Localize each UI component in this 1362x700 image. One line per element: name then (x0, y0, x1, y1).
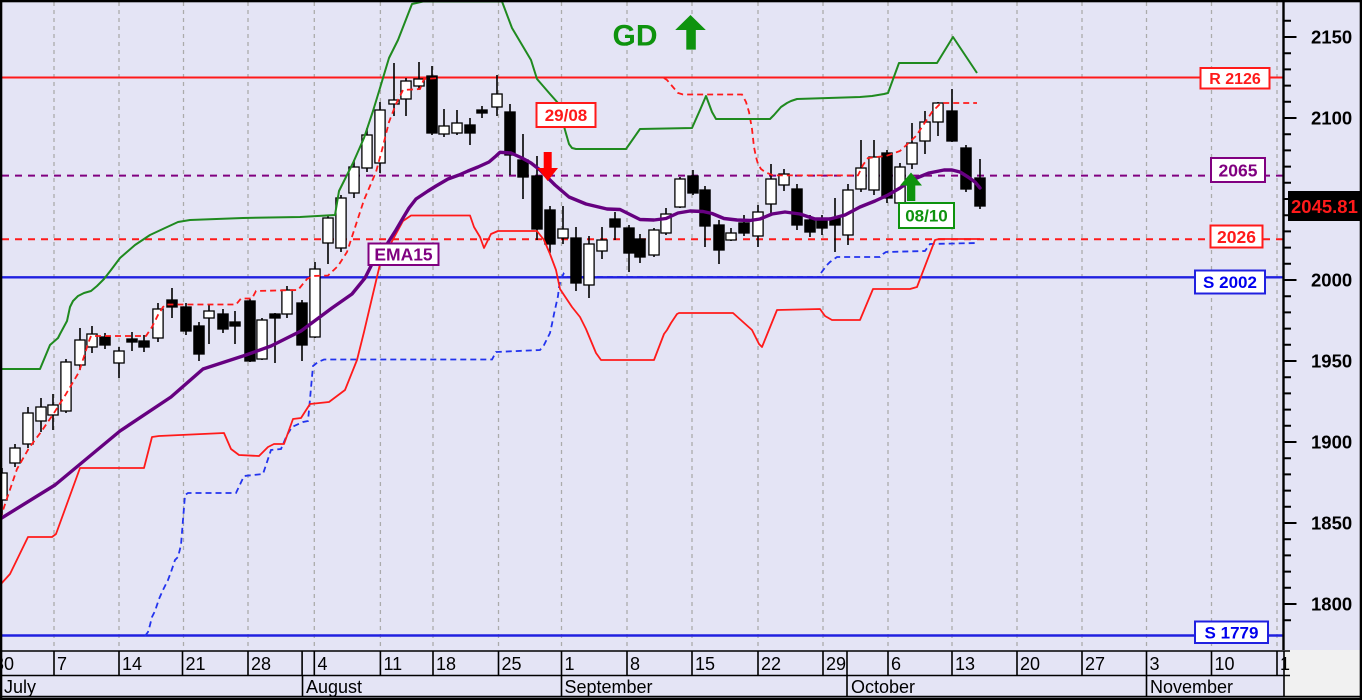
svg-text:2045.81: 2045.81 (1291, 196, 1358, 217)
svg-text:30: 30 (0, 654, 14, 674)
svg-text:22: 22 (761, 654, 781, 674)
svg-text:S 2002: S 2002 (1203, 273, 1257, 292)
svg-text:October: October (851, 677, 915, 697)
svg-text:1900: 1900 (1311, 432, 1352, 453)
svg-text:EMA15: EMA15 (374, 245, 433, 265)
svg-text:21: 21 (186, 654, 206, 674)
svg-text:2065: 2065 (1219, 160, 1258, 180)
svg-text:28: 28 (251, 654, 271, 674)
svg-text:1800: 1800 (1311, 594, 1352, 615)
svg-text:August: August (306, 677, 362, 697)
svg-text:10: 10 (1215, 654, 1235, 674)
svg-text:R 2126: R 2126 (1209, 71, 1261, 88)
svg-text:18: 18 (436, 654, 456, 674)
svg-text:6: 6 (891, 654, 901, 674)
svg-text:2100: 2100 (1311, 108, 1352, 129)
svg-text:S 1779: S 1779 (1205, 623, 1259, 642)
svg-text:25: 25 (502, 654, 522, 674)
svg-text:1: 1 (565, 654, 575, 674)
svg-text:7: 7 (57, 654, 67, 674)
svg-text:1950: 1950 (1311, 351, 1352, 372)
svg-text:14: 14 (122, 654, 142, 674)
svg-text:4: 4 (318, 654, 328, 674)
svg-text:20: 20 (1020, 654, 1040, 674)
svg-text:08/10: 08/10 (905, 207, 948, 226)
svg-text:1850: 1850 (1311, 513, 1352, 534)
svg-text:GD: GD (613, 20, 658, 53)
svg-text:July: July (4, 677, 36, 697)
svg-text:27: 27 (1085, 654, 1105, 674)
svg-text:29: 29 (826, 654, 846, 674)
svg-text:1: 1 (1280, 654, 1290, 674)
svg-text:November: November (1150, 677, 1233, 697)
svg-text:8: 8 (630, 654, 640, 674)
svg-text:29/08: 29/08 (545, 106, 588, 125)
svg-text:13: 13 (955, 654, 975, 674)
svg-text:3: 3 (1150, 654, 1160, 674)
svg-text:15: 15 (695, 654, 715, 674)
svg-text:2000: 2000 (1311, 270, 1352, 291)
svg-text:September: September (565, 677, 653, 697)
svg-text:2150: 2150 (1311, 27, 1352, 48)
svg-text:2026: 2026 (1217, 227, 1256, 247)
svg-text:11: 11 (384, 654, 403, 674)
